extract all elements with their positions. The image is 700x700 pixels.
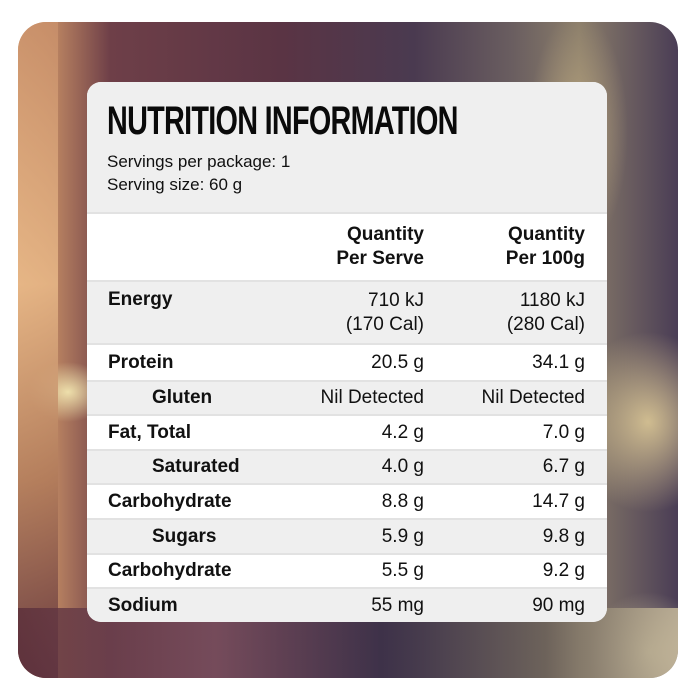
table-row-sodium: Sodium 55 mg 90 mg [87,589,607,622]
table-row-carbohydrate-2: Carbohydrate 5.5 g 9.2 g [87,555,607,589]
background-blur-left [18,22,58,678]
panel-title: NUTRITION INFORMATION [107,99,458,143]
table-row-gluten: Gluten Nil Detected Nil Detected [87,382,607,416]
row-per-serve: 4.2 g [381,421,424,443]
column-header-per-serve: Quantity Per Serve [336,224,424,269]
row-per-serve: 5.9 g [381,525,424,547]
row-per-serve: Nil Detected [320,387,425,408]
row-label: Saturated [152,456,240,477]
row-label: Carbohydrate [108,490,232,512]
column-header-row: Quantity Per Serve Quantity Per 100g [87,214,607,282]
servings-per-package: Servings per package: 1 [107,152,291,171]
row-per-serve: 5.5 g [381,560,424,581]
row-label: Protein [108,351,174,373]
table-row-protein: Protein 20.5 g 34.1 g [87,345,607,382]
row-label: Sodium [108,595,178,616]
table-row-saturated: Saturated 4.0 g 6.7 g [87,451,607,485]
row-per-serve: 710 kJ (170 Cal) [345,289,424,335]
row-per-100g: 6.7 g [542,456,585,477]
row-label: Energy [108,289,173,310]
table-row-energy: Energy 710 kJ (170 Cal) 1180 kJ (280 Cal… [87,282,607,345]
panel-header: NUTRITION INFORMATION Servings per packa… [87,82,607,214]
table-row-fat-total: Fat, Total 4.2 g 7.0 g [87,416,607,451]
row-per-100g: 14.7 g [532,490,585,512]
row-per-serve: 20.5 g [371,351,424,373]
row-label: Gluten [152,387,213,408]
row-per-100g: 9.2 g [542,560,585,581]
column-header-per-100g: Quantity Per 100g [505,224,585,269]
row-per-serve: 4.0 g [381,456,424,477]
row-per-100g: 90 mg [532,595,585,616]
row-label: Sugars [152,525,217,547]
row-per-100g: 9.8 g [542,525,585,547]
row-per-100g: 7.0 g [542,421,585,443]
table-row-sugars: Sugars 5.9 g 9.8 g [87,520,607,555]
row-label: Carbohydrate [108,560,232,581]
row-per-serve: 55 mg [371,595,424,616]
row-per-100g: 34.1 g [532,351,585,373]
table-row-carbohydrate: Carbohydrate 8.8 g 14.7 g [87,485,607,520]
serving-size: Serving size: 60 g [107,175,243,194]
row-label: Fat, Total [108,421,192,443]
row-per-100g: 1180 kJ (280 Cal) [506,289,585,335]
row-per-serve: 8.8 g [381,490,424,512]
row-per-100g: Nil Detected [481,387,586,408]
nutrition-panel: NUTRITION INFORMATION Servings per packa… [87,82,607,622]
